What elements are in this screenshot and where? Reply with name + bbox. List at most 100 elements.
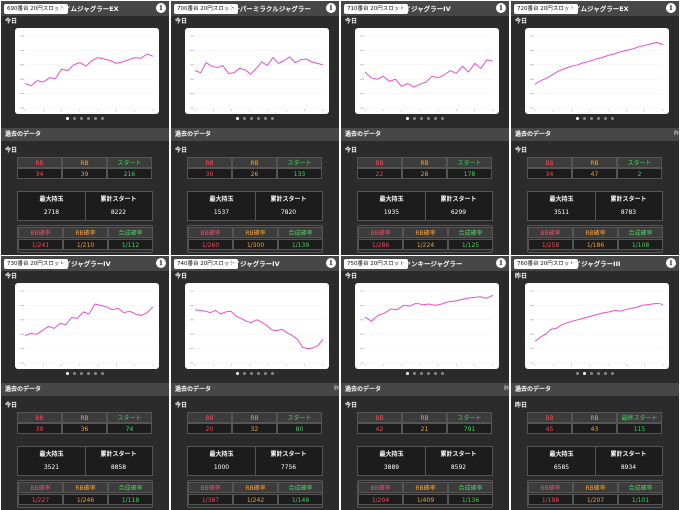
page-dot[interactable]: [73, 372, 76, 375]
page-dot[interactable]: [264, 117, 267, 120]
info-icon[interactable]: i: [496, 3, 506, 13]
info-icon[interactable]: i: [326, 3, 336, 13]
rb-prob-header: RB確率: [63, 227, 108, 238]
page-dot[interactable]: [611, 117, 614, 120]
page-dot[interactable]: [80, 117, 83, 120]
page-dot[interactable]: [604, 117, 607, 120]
page-dot[interactable]: [597, 372, 600, 375]
page-dot[interactable]: [420, 117, 423, 120]
page-dot[interactable]: [243, 117, 246, 120]
page-dot[interactable]: [413, 372, 416, 375]
info-icon[interactable]: i: [496, 258, 506, 268]
machine-title: スーパーミラクルジャグラー: [227, 5, 311, 13]
past-data-header[interactable]: 過去のデータ: [341, 383, 509, 396]
page-dot[interactable]: [441, 372, 444, 375]
page-dot[interactable]: [87, 117, 90, 120]
slump-graph[interactable]: [525, 283, 669, 369]
page-dot[interactable]: [576, 372, 579, 375]
page-dot[interactable]: [420, 372, 423, 375]
page-dot[interactable]: [243, 372, 246, 375]
page-dot[interactable]: [413, 117, 416, 120]
slump-graph[interactable]: [355, 28, 499, 114]
rb-prob-value: 1/210: [63, 239, 108, 250]
past-data-header[interactable]: 過去のデータ: [171, 383, 339, 396]
page-dot[interactable]: [406, 372, 409, 375]
page-dot[interactable]: [427, 117, 430, 120]
slump-graph-svg: [360, 290, 494, 366]
page-dot[interactable]: [236, 372, 239, 375]
info-icon[interactable]: i: [666, 258, 676, 268]
page-dot[interactable]: [406, 117, 409, 120]
page-dot[interactable]: [264, 372, 267, 375]
past-data-header[interactable]: 過去のデータ: [511, 383, 679, 396]
page-dot[interactable]: [250, 117, 253, 120]
next-day-label-clipped[interactable]: 昨: [673, 131, 679, 137]
page-dot[interactable]: [236, 117, 239, 120]
machine-title: アイムジャグラーEX: [58, 5, 119, 13]
page-dot[interactable]: [257, 117, 260, 120]
past-data-header[interactable]: 過去のデータ: [511, 128, 679, 141]
rb-prob-header: RB確率: [573, 482, 618, 493]
page-dot[interactable]: [101, 372, 104, 375]
page-dot[interactable]: [101, 117, 104, 120]
page-dot[interactable]: [73, 117, 76, 120]
page-dot[interactable]: [583, 117, 586, 120]
past-data-header[interactable]: 過去のデータ: [1, 383, 169, 396]
slump-graph[interactable]: [185, 283, 329, 369]
page-dot[interactable]: [590, 117, 593, 120]
info-icon[interactable]: i: [666, 3, 676, 13]
bb-prob-header: BB確率: [358, 482, 403, 493]
page-dot[interactable]: [583, 372, 586, 375]
machine-number-badge: 760番台 20円スロット: [514, 259, 578, 269]
page-dot[interactable]: [604, 372, 607, 375]
page-dot[interactable]: [66, 372, 69, 375]
total-start-label: 累計スタート: [270, 451, 307, 458]
page-dot[interactable]: [597, 117, 600, 120]
page-indicator[interactable]: [341, 117, 509, 123]
probability-box: BB確率 RB確率 合成確率 1/204 1/409 1/136: [357, 480, 493, 508]
page-dot[interactable]: [590, 372, 593, 375]
start-count: 133: [277, 168, 322, 179]
page-dot[interactable]: [611, 372, 614, 375]
slump-graph[interactable]: [355, 283, 499, 369]
past-data-header[interactable]: 過去のデータ: [1, 128, 169, 141]
page-indicator[interactable]: [1, 372, 169, 378]
page-dot[interactable]: [441, 117, 444, 120]
page-dot[interactable]: [271, 372, 274, 375]
page-dot[interactable]: [434, 117, 437, 120]
page-dot[interactable]: [576, 117, 579, 120]
slump-graph[interactable]: [15, 28, 159, 114]
page-dot[interactable]: [271, 117, 274, 120]
rb-header: RB: [402, 412, 447, 423]
machine-number-badge: 710番台 20円スロット: [344, 4, 408, 14]
slump-graph[interactable]: [15, 283, 159, 369]
page-indicator[interactable]: [511, 372, 679, 378]
page-dot[interactable]: [427, 372, 430, 375]
page-indicator[interactable]: [511, 117, 679, 123]
page-dot[interactable]: [87, 372, 90, 375]
max-balls-value: 1935: [383, 209, 400, 216]
page-dot[interactable]: [257, 372, 260, 375]
page-dot[interactable]: [66, 117, 69, 120]
page-dot[interactable]: [80, 372, 83, 375]
bonus-value-row: 34 47 2: [527, 168, 663, 179]
next-day-label-clipped[interactable]: 昨: [503, 386, 509, 392]
slump-graph[interactable]: [185, 28, 329, 114]
info-icon[interactable]: i: [326, 258, 336, 268]
past-data-header[interactable]: 過去のデータ: [171, 128, 339, 141]
next-day-label-clipped[interactable]: 昨: [333, 386, 339, 392]
page-dot[interactable]: [94, 117, 97, 120]
page-dot[interactable]: [434, 372, 437, 375]
page-dot[interactable]: [94, 372, 97, 375]
info-icon[interactable]: i: [156, 258, 166, 268]
page-indicator[interactable]: [171, 117, 339, 123]
page-dot[interactable]: [250, 372, 253, 375]
past-data-header[interactable]: 過去のデータ: [341, 128, 509, 141]
page-indicator[interactable]: [341, 372, 509, 378]
page-indicator[interactable]: [1, 117, 169, 123]
bonus-value-row: 45 43 115: [527, 423, 663, 434]
info-icon[interactable]: i: [156, 3, 166, 13]
page-indicator[interactable]: [171, 372, 339, 378]
chart-day-label: 今日: [5, 273, 18, 280]
slump-graph[interactable]: [525, 28, 669, 114]
